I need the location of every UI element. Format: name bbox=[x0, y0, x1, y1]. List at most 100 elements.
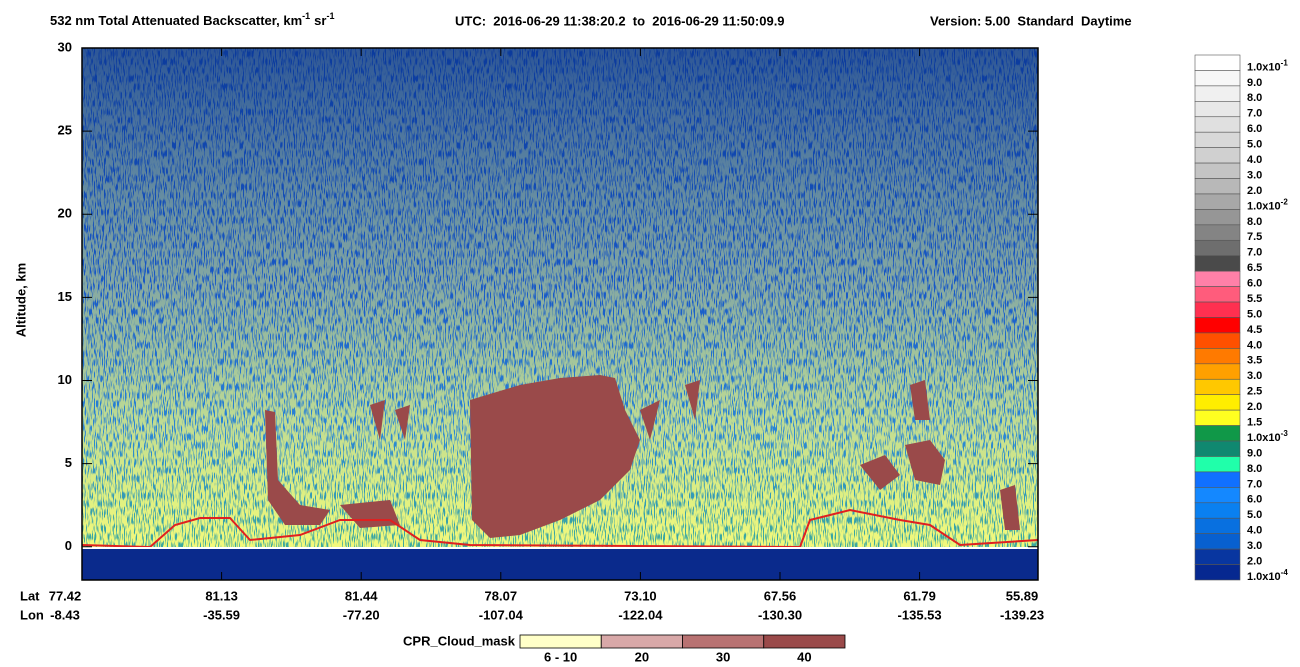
colorbar-label-text: 3.0 bbox=[1247, 169, 1262, 181]
cpr-label: 6 - 10 bbox=[544, 649, 577, 664]
colorbar-label-text: 1.0x10 bbox=[1247, 200, 1281, 212]
colorbar-label: 7.0 bbox=[1247, 478, 1262, 490]
colorbar-label-text: 9.0 bbox=[1247, 77, 1262, 89]
colorbar-swatch bbox=[1194, 224, 1241, 241]
colorbar-label: 3.0 bbox=[1247, 370, 1262, 382]
colorbar-label: 9.0 bbox=[1247, 77, 1262, 89]
colorbar-label-exp: -3 bbox=[1281, 429, 1289, 438]
colorbar-label: 6.0 bbox=[1247, 123, 1262, 135]
colorbar-label: 8.0 bbox=[1247, 463, 1262, 475]
colorbar-label-text: 7.0 bbox=[1247, 108, 1262, 120]
colorbar-label-text: 4.0 bbox=[1247, 524, 1262, 536]
colorbar-label-exp: -1 bbox=[1281, 58, 1289, 67]
colorbar-swatch bbox=[1194, 440, 1241, 457]
x-tick-label: -107.04 bbox=[479, 607, 524, 622]
colorbar-label: 1.0x10-1 bbox=[1247, 58, 1288, 73]
title-text: sr bbox=[314, 13, 326, 28]
x-row-label: Lat bbox=[20, 588, 40, 603]
colorbar-label: 1.0x10-2 bbox=[1247, 197, 1288, 212]
cpr-swatch bbox=[519, 634, 602, 649]
colorbar-label-text: 1.0x10 bbox=[1247, 61, 1281, 73]
colorbar-label-text: 1.0x10 bbox=[1247, 432, 1281, 444]
colorbar-label: 9.0 bbox=[1247, 447, 1262, 459]
colorbar-label: 7.0 bbox=[1247, 108, 1262, 120]
colorbar-label: 6.5 bbox=[1247, 262, 1262, 274]
x-tick-label: -35.59 bbox=[203, 607, 240, 622]
x-tick-label: -130.30 bbox=[758, 607, 802, 622]
time-range: UTC: 2016-06-29 11:38:20.2 to 2016-06-29… bbox=[455, 13, 785, 28]
colorbar-label: 5.0 bbox=[1247, 509, 1262, 521]
colorbar-label: 6.0 bbox=[1247, 494, 1262, 506]
colorbar-swatch bbox=[1194, 548, 1241, 565]
colorbar-label: 1.5 bbox=[1247, 416, 1262, 428]
colorbar-swatch bbox=[1194, 101, 1241, 118]
colorbar-label: 2.5 bbox=[1247, 386, 1262, 398]
title-sup: -1 bbox=[326, 11, 334, 21]
colorbar-label-text: 8.0 bbox=[1247, 216, 1262, 228]
colorbar-label-exp: -4 bbox=[1281, 568, 1289, 577]
y-tick-label: 10 bbox=[58, 372, 72, 387]
colorbar-label-text: 5.0 bbox=[1247, 138, 1262, 150]
colorbar-label: 4.0 bbox=[1247, 154, 1262, 166]
colorbar-swatch bbox=[1194, 533, 1241, 550]
colorbar-label: 3.5 bbox=[1247, 355, 1262, 367]
colorbar-label-text: 5.0 bbox=[1247, 509, 1262, 521]
colorbar-label-text: 6.0 bbox=[1247, 494, 1262, 506]
x-tick-label: 81.13 bbox=[205, 588, 238, 603]
backscatter-field bbox=[81, 48, 1039, 580]
colorbar-label: 2.0 bbox=[1247, 185, 1262, 197]
x-tick-label: -77.20 bbox=[343, 607, 380, 622]
colorbar-label-text: 9.0 bbox=[1247, 447, 1262, 459]
x-tick-label: 61.79 bbox=[903, 588, 936, 603]
x-tick-label: -135.53 bbox=[898, 607, 942, 622]
colorbar-label: 8.0 bbox=[1247, 216, 1262, 228]
y-tick-label: 20 bbox=[58, 206, 72, 221]
colorbar-swatch bbox=[1194, 162, 1241, 179]
colorbar-swatch bbox=[1194, 394, 1241, 411]
colorbar-label-text: 4.0 bbox=[1247, 339, 1262, 351]
colorbar-swatch bbox=[1194, 471, 1241, 488]
colorbar-label: 6.0 bbox=[1247, 277, 1262, 289]
colorbar-swatch bbox=[1194, 456, 1241, 473]
x-tick-label: 55.89 bbox=[1006, 588, 1039, 603]
colorbar-swatch bbox=[1194, 178, 1241, 195]
colorbar-label: 4.5 bbox=[1247, 324, 1262, 336]
colorbar-label-exp: -2 bbox=[1281, 197, 1289, 206]
y-tick-label: 15 bbox=[58, 289, 72, 304]
x-tick-label: 73.10 bbox=[624, 588, 657, 603]
colorbar-label-text: 4.5 bbox=[1247, 324, 1262, 336]
x-tick-label: 81.44 bbox=[345, 588, 378, 603]
version: Version: 5.00 Standard Daytime bbox=[930, 13, 1132, 28]
cpr-swatch bbox=[763, 634, 846, 649]
colorbar-label-text: 2.0 bbox=[1247, 185, 1262, 197]
colorbar-label-text: 4.0 bbox=[1247, 154, 1262, 166]
colorbar-label-text: 3.5 bbox=[1247, 355, 1262, 367]
colorbar-swatch bbox=[1194, 317, 1241, 334]
colorbar-label: 7.0 bbox=[1247, 247, 1262, 259]
y-tick-label: 0 bbox=[65, 538, 72, 553]
colorbar-label-text: 2.0 bbox=[1247, 401, 1262, 413]
colorbar-swatch bbox=[1194, 286, 1241, 303]
colorbar-swatch bbox=[1194, 517, 1241, 534]
colorbar-swatch bbox=[1194, 193, 1241, 210]
colorbar-swatch bbox=[1194, 209, 1241, 226]
colorbar-label: 1.0x10-3 bbox=[1247, 429, 1288, 444]
colorbar-label-text: 6.0 bbox=[1247, 277, 1262, 289]
colorbar-swatch bbox=[1194, 131, 1241, 148]
plot-frame bbox=[81, 47, 1039, 581]
colorbar-label: 1.0x10-4 bbox=[1247, 568, 1288, 583]
colorbar-label: 5.0 bbox=[1247, 308, 1262, 320]
colorbar-label: 2.0 bbox=[1247, 555, 1262, 567]
colorbar-label: 4.0 bbox=[1247, 339, 1262, 351]
x-tick-label: 67.56 bbox=[764, 588, 797, 603]
colorbar-label-text: 5.5 bbox=[1247, 293, 1262, 305]
colorbar-label-text: 2.0 bbox=[1247, 555, 1262, 567]
colorbar-swatch bbox=[1194, 116, 1241, 133]
colorbar-label: 4.0 bbox=[1247, 524, 1262, 536]
colorbar-label: 7.5 bbox=[1247, 231, 1262, 243]
colorbar-swatch bbox=[1194, 425, 1241, 442]
x-tick-label: 77.42 bbox=[49, 588, 82, 603]
colorbar-swatch bbox=[1194, 54, 1241, 71]
chart-title: 532 nm Total Attenuated Backscatter, km-… bbox=[50, 11, 334, 28]
colorbar-swatch bbox=[1194, 487, 1241, 504]
